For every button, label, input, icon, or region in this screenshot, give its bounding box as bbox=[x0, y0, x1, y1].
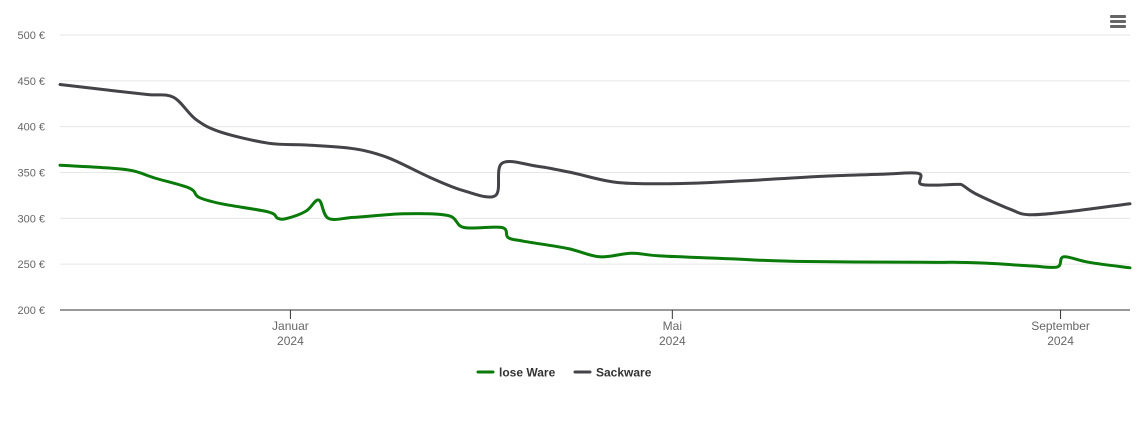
gridlines bbox=[60, 34, 1130, 265]
y-tick-label: 500 € bbox=[17, 30, 45, 42]
y-tick-label: 350 € bbox=[17, 168, 45, 180]
x-tick-month: Mai bbox=[663, 319, 682, 333]
x-tick-month: September bbox=[1031, 319, 1090, 333]
y-tick-label: 450 € bbox=[17, 76, 45, 88]
x-tick-month: Januar bbox=[272, 319, 309, 333]
legend-item-lose-ware[interactable]: lose Ware bbox=[476, 366, 556, 380]
y-axis-labels: 500 € 450 € 400 € 350 € 300 € 250 € 200 € bbox=[17, 30, 45, 317]
y-tick-label: 250 € bbox=[17, 259, 45, 271]
x-tick-year: 2024 bbox=[659, 334, 686, 348]
legend-item-sackware[interactable]: Sackware bbox=[573, 366, 652, 380]
series-lines bbox=[58, 83, 1132, 270]
y-tick-label: 300 € bbox=[17, 213, 45, 225]
chart-menu-button[interactable] bbox=[1104, 8, 1132, 34]
series-line-sackware bbox=[58, 83, 1132, 217]
legend-label: lose Ware bbox=[499, 366, 556, 380]
legend[interactable]: lose Ware Sackware bbox=[476, 366, 652, 380]
y-tick-label: 400 € bbox=[17, 122, 45, 134]
x-tick-year: 2024 bbox=[277, 334, 304, 348]
x-tick-year: 2024 bbox=[1047, 334, 1074, 348]
legend-label: Sackware bbox=[596, 366, 652, 380]
series-line-lose-ware bbox=[58, 163, 1132, 270]
y-tick-label: 200 € bbox=[17, 305, 45, 317]
